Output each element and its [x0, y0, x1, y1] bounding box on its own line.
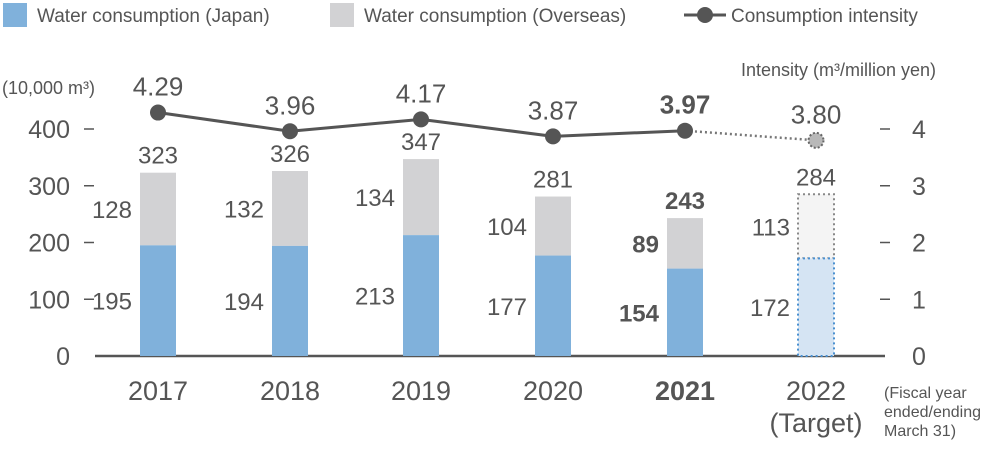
legend-label-intensity: Consumption intensity	[731, 6, 918, 27]
x-tick-label: 2020	[523, 376, 583, 406]
legend-label-overseas: Water consumption (Overseas)	[364, 6, 626, 27]
y-axis-title-right: Intensity (m³/million yen)	[741, 60, 936, 80]
intensity-line-segment	[684, 129, 817, 142]
data-label-overseas: 132	[224, 196, 264, 223]
legend-swatch-overseas	[330, 3, 354, 27]
data-label-overseas: 89	[632, 231, 659, 258]
data-label-overseas: 113	[752, 214, 790, 241]
intensity-point	[282, 123, 298, 140]
legend-marker-intensity	[697, 7, 713, 23]
intensity-line-segment	[289, 117, 422, 133]
legend-label-japan: Water consumption (Japan)	[37, 6, 270, 27]
intensity-point	[677, 122, 693, 139]
bar-overseas	[403, 159, 439, 236]
data-label-japan: 195	[92, 289, 132, 316]
bar-overseas	[272, 170, 308, 246]
bar-japan	[140, 245, 176, 356]
y-tick-label-left: 300	[28, 173, 70, 201]
intensity-point	[807, 131, 825, 149]
x-tick-label: 2017	[128, 376, 188, 406]
intensity-line-segment	[420, 117, 554, 138]
data-label-total: 243	[665, 188, 705, 215]
bar-japan	[667, 268, 703, 356]
bar-japan	[797, 257, 835, 358]
data-label-overseas: 128	[92, 197, 132, 224]
y-tick-label-right: 0	[912, 343, 926, 371]
bar-japan	[403, 235, 439, 356]
x-tick-sublabel: (Target)	[769, 408, 862, 438]
data-label-overseas: 104	[487, 214, 527, 241]
intensity-label: 4.17	[396, 78, 447, 108]
intensity-label: 3.97	[660, 90, 711, 120]
data-label-total: 347	[401, 129, 441, 156]
intensity-line-segment	[552, 129, 686, 138]
x-tick-label: 2021	[655, 376, 715, 406]
x-axis-note: March 31)	[884, 423, 956, 440]
intensity-label: 4.29	[133, 72, 184, 102]
y-tick-label-left: 400	[28, 116, 70, 144]
bar-overseas	[535, 196, 571, 256]
data-label-total: 326	[270, 141, 310, 168]
x-tick-label: 2019	[391, 376, 451, 406]
x-axis-note: ended/ending	[884, 404, 981, 421]
x-tick-label: 2018	[260, 376, 320, 406]
intensity-label: 3.80	[791, 99, 842, 129]
y-tick-label-left: 100	[28, 286, 70, 314]
y-tick-label-right: 4	[912, 116, 926, 144]
bar-overseas	[667, 218, 703, 269]
intensity-point	[545, 128, 561, 145]
intensity-label: 3.87	[528, 95, 579, 125]
intensity-point	[150, 104, 166, 121]
bar-japan	[272, 245, 308, 356]
intensity-line-segment	[157, 111, 291, 133]
y-tick-label-right: 1	[912, 286, 926, 314]
data-label-japan: 172	[750, 295, 790, 322]
data-label-japan: 194	[224, 289, 264, 316]
legend-swatch-japan	[3, 3, 27, 27]
bar-overseas	[797, 193, 835, 260]
data-label-total: 323	[138, 143, 178, 170]
data-label-japan: 177	[487, 294, 527, 321]
intensity-point	[413, 111, 429, 128]
bar-japan	[535, 255, 571, 356]
bar-overseas	[140, 172, 176, 246]
intensity-label: 3.96	[265, 90, 316, 120]
y-tick-label-right: 2	[912, 230, 926, 258]
y-tick-label-right: 3	[912, 173, 926, 201]
data-label-japan: 213	[355, 284, 395, 311]
data-label-total: 281	[533, 167, 573, 194]
y-tick-label-left: 200	[28, 230, 70, 258]
x-tick-label: 2022	[786, 376, 846, 406]
x-axis-note: (Fiscal year	[884, 385, 967, 402]
data-label-total: 284	[796, 164, 836, 191]
y-axis-title-left: (10,000 m³)	[2, 78, 95, 98]
data-label-japan: 154	[619, 300, 660, 327]
y-tick-label-left: 0	[56, 343, 70, 371]
data-label-overseas: 134	[355, 185, 395, 212]
